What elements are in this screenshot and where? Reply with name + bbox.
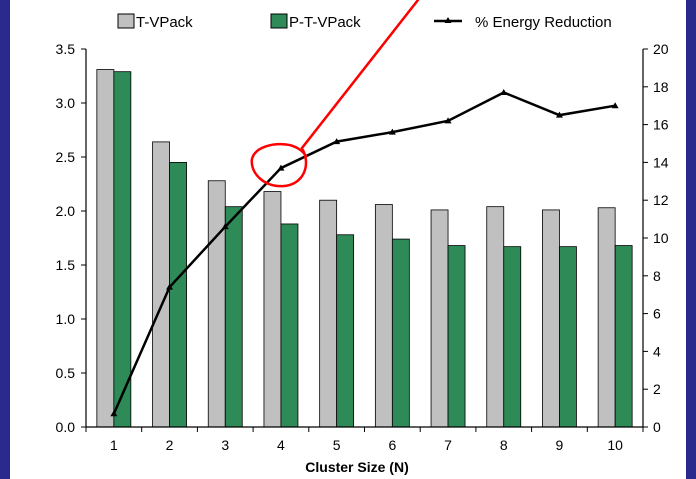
- energy-reduction-point: [110, 410, 118, 417]
- x-axis-label: Cluster Size (N): [305, 459, 408, 475]
- x-axis-tick-label: 4: [277, 437, 285, 453]
- legend: T-VPack P-T-VPack % Energy Reduction: [117, 13, 612, 31]
- x-axis-tick-label: 7: [444, 437, 452, 453]
- energy-reduction-point: [444, 117, 452, 124]
- energy-reduction-point: [166, 283, 174, 290]
- bar-ptvpack: [169, 161, 187, 428]
- bar-tvpack: [263, 191, 282, 428]
- energy-reduction-point: [555, 111, 563, 118]
- energy-reduction-point: [277, 164, 285, 171]
- right-axis-tick-label: 14: [653, 154, 669, 170]
- left-axis-tick-label: 1.0: [56, 311, 76, 327]
- energy-reduction-point: [333, 138, 341, 145]
- energy-reduction-line: [110, 88, 619, 417]
- bar-tvpack: [486, 206, 505, 428]
- left-axis-tick-label: 2.0: [56, 203, 76, 219]
- energy-reduction-point: [611, 102, 619, 109]
- legend-label-energy-reduction: % Energy Reduction: [475, 14, 612, 31]
- right-axis-tick-label: 8: [653, 268, 661, 284]
- x-axis-tick-label: 9: [556, 437, 564, 453]
- bar-ptvpack: [280, 223, 299, 428]
- left-axis-tick-label: 0.5: [56, 365, 76, 381]
- right-axis-tick-label: 10: [653, 230, 669, 246]
- right-axis-tick-label: 16: [653, 117, 669, 133]
- right-axis-tick-label: 2: [653, 381, 661, 397]
- bar-ptvpack: [447, 245, 466, 428]
- energy-reduction-point: [500, 88, 508, 95]
- left-axis-tick-label: 3.5: [56, 41, 76, 57]
- bar-tvpack: [319, 199, 338, 428]
- annotation-circle: [250, 143, 308, 188]
- left-axis-tick-label: 2.5: [56, 149, 76, 165]
- x-axis-tick-label: 2: [166, 437, 174, 453]
- right-axis-tick-label: 12: [653, 192, 669, 208]
- right-axis-tick-label: 20: [653, 41, 669, 57]
- legend-line-marker: [444, 17, 452, 23]
- legend-label-ptvpack: P-T-VPack: [289, 14, 361, 31]
- bar-ptvpack: [224, 206, 243, 428]
- bar-tvpack: [430, 209, 449, 428]
- bar-tvpack: [374, 204, 393, 428]
- right-axis-tick-label: 18: [653, 79, 669, 95]
- bar-tvpack: [96, 69, 115, 428]
- legend-swatch-tvpack: [117, 13, 135, 29]
- bar-tvpack: [207, 180, 226, 428]
- bar-tvpack: [542, 209, 560, 428]
- left-axis-tick-label: 3.0: [56, 95, 76, 111]
- energy-reduction-point: [221, 223, 229, 230]
- legend-label-tvpack: T-VPack: [136, 14, 193, 31]
- right-axis-tick-label: 6: [653, 306, 661, 322]
- annotation-pointer-line: [300, 0, 420, 150]
- legend-swatch-ptvpack: [270, 13, 288, 29]
- bar-ptvpack: [559, 246, 577, 428]
- left-axis-tick-label: 1.5: [56, 257, 76, 273]
- bar-group: [96, 69, 633, 428]
- bar-tvpack: [152, 141, 170, 428]
- bar-ptvpack: [503, 246, 522, 428]
- bar-tvpack: [597, 207, 616, 428]
- left-axis-tick-label: 0.0: [56, 419, 76, 435]
- x-axis-tick-label: 1: [110, 437, 118, 453]
- x-axis-tick-label: 10: [607, 437, 623, 453]
- bar-ptvpack: [336, 234, 355, 428]
- right-axis-tick-label: 4: [653, 343, 661, 359]
- axes: 0.00.51.01.52.02.53.03.50246810121416182…: [56, 41, 669, 453]
- bar-ptvpack: [391, 238, 410, 428]
- bar-ptvpack: [113, 71, 132, 428]
- right-axis-tick-label: 0: [653, 419, 661, 435]
- energy-reduction-point: [388, 128, 396, 135]
- annotation: [250, 0, 420, 188]
- energy-reduction-polyline: [112, 91, 616, 415]
- bar-ptvpack: [614, 245, 633, 428]
- x-axis-tick-label: 3: [221, 437, 229, 453]
- x-axis-tick-label: 5: [333, 437, 341, 453]
- x-axis-tick-label: 6: [388, 437, 396, 453]
- x-axis-tick-label: 8: [500, 437, 508, 453]
